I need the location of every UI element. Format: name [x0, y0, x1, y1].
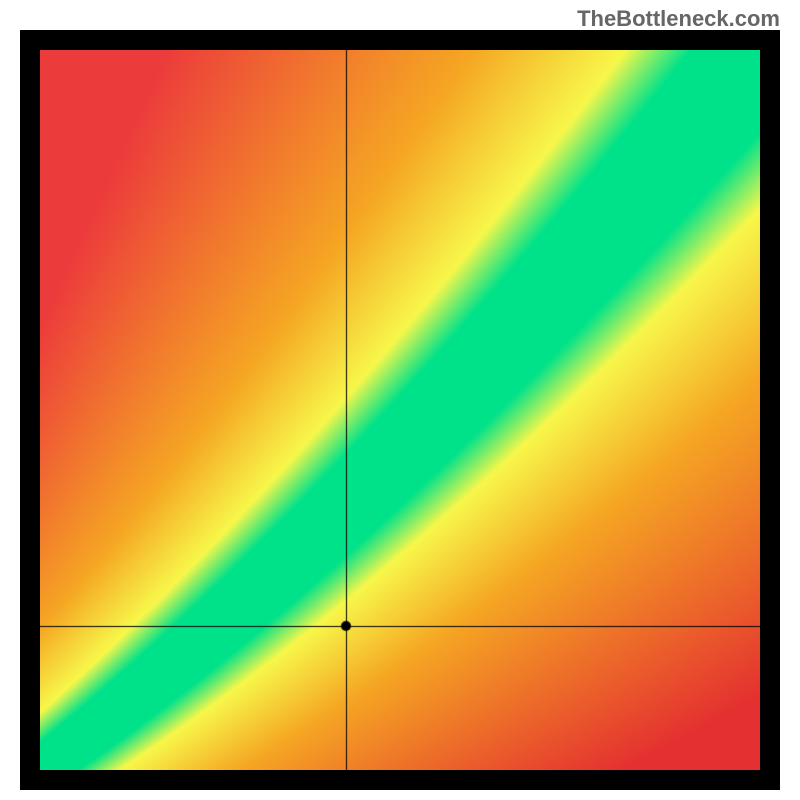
watermark-text: TheBottleneck.com [577, 6, 780, 32]
plot-frame [20, 30, 780, 790]
chart-container: TheBottleneck.com [0, 0, 800, 800]
heatmap-canvas [40, 50, 760, 770]
